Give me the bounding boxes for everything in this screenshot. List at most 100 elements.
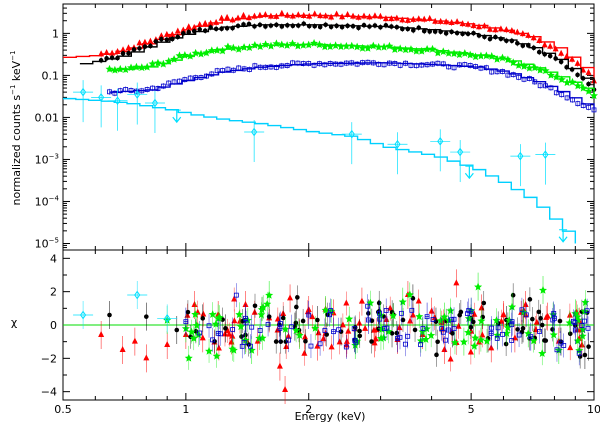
data-point-black (120, 51, 126, 56)
data-point-red (289, 12, 296, 19)
data-point-black (454, 30, 460, 36)
data-point-blue (279, 63, 285, 69)
chi-point-black (294, 304, 299, 310)
data-point-blue (457, 62, 462, 68)
chi-point-green (295, 331, 304, 339)
data-point-green (283, 41, 292, 49)
chi-point-red (396, 324, 403, 331)
chi-point-black (550, 327, 555, 332)
data-point-black (115, 55, 120, 61)
chi-point-black (519, 329, 525, 335)
data-point-blue (225, 66, 231, 72)
chi-point-green (208, 310, 217, 318)
data-point-black (131, 47, 137, 52)
data-point-blue (403, 60, 408, 66)
chi-point-green (474, 282, 483, 291)
data-point-red (569, 55, 576, 62)
data-point-red (459, 20, 466, 27)
data-point-red (492, 26, 499, 33)
chi-point-red (441, 346, 448, 352)
data-point-green (401, 45, 410, 54)
chi-point-blue (582, 318, 587, 324)
data-point-red (563, 52, 570, 59)
chi-point-blue (509, 322, 515, 328)
data-point-green (493, 54, 502, 63)
data-point-green (406, 45, 415, 53)
chi-point-green (508, 302, 517, 311)
data-point-blue (241, 66, 247, 72)
chi-point-black (193, 328, 199, 334)
data-point-blue (516, 74, 522, 80)
chi-point-green (427, 331, 436, 339)
data-point-black (498, 36, 504, 42)
data-point-blue (263, 64, 269, 70)
chi-point-green (505, 316, 514, 324)
chi-point-red (283, 343, 290, 350)
data-point-blue (430, 61, 435, 67)
chi-point-blue (306, 312, 312, 318)
data-point-black (241, 22, 246, 27)
data-point-black (525, 43, 531, 48)
data-point-red (180, 26, 187, 33)
data-point-red (514, 28, 521, 35)
data-point-red (339, 13, 346, 20)
data-point-red (508, 27, 515, 34)
data-point-red (388, 15, 395, 22)
data-point-blue (548, 85, 554, 91)
ylabel-part-1: normalized counts s (10, 95, 23, 206)
data-point-cyan (79, 87, 87, 97)
chi-point-black (543, 338, 549, 343)
data-point-green (240, 43, 249, 51)
chi-point-black (300, 318, 306, 324)
data-point-black (389, 24, 394, 29)
data-point-black (334, 23, 339, 29)
data-point-black (421, 28, 427, 34)
chi-point-black (582, 352, 588, 358)
chi-point-green (215, 313, 224, 321)
bottom-y-axis-label: χ (11, 316, 18, 329)
data-point-blue (370, 60, 376, 66)
chi-point-red (479, 331, 486, 338)
data-point-blue (193, 75, 199, 81)
data-point-black (493, 34, 498, 40)
data-point-green (520, 62, 529, 70)
data-point-red (421, 15, 428, 22)
data-point-green (213, 46, 222, 54)
data-point-red (448, 19, 455, 26)
data-point-black (564, 64, 569, 70)
chi-point-red (224, 326, 231, 333)
tick-exp: −3 (49, 152, 59, 160)
data-point-blue (144, 87, 150, 92)
data-point-blue (160, 83, 166, 89)
chi-point-black (357, 333, 363, 339)
chi-point-blue (558, 340, 564, 346)
chi-point-red (221, 330, 228, 337)
data-point-green (573, 81, 582, 90)
data-point-green (315, 40, 324, 49)
chi-point-green (482, 336, 491, 345)
chi-point-blue (516, 332, 522, 338)
chi-point-blue (451, 316, 457, 322)
data-point-black (301, 21, 307, 26)
data-point-green (326, 42, 335, 51)
data-point-black (191, 28, 197, 34)
data-point-black (197, 27, 203, 32)
data-point-black (208, 25, 213, 30)
data-point-green (148, 59, 157, 68)
data-point-red (267, 12, 274, 19)
chi-point-green (379, 333, 388, 342)
data-point-black (542, 51, 548, 57)
chi-point-green (235, 310, 244, 319)
data-point-cyan (348, 129, 355, 139)
chi-point-red (566, 311, 573, 318)
data-point-green (336, 42, 345, 51)
data-point-blue (322, 62, 328, 68)
chi-point-black (503, 341, 509, 347)
chi-point-green (189, 334, 198, 342)
data-point-red (333, 10, 340, 17)
data-point-black (553, 56, 558, 61)
data-point-blue (532, 79, 538, 85)
data-point-blue (397, 62, 403, 68)
data-point-green (433, 48, 442, 57)
data-point-blue (354, 61, 360, 67)
